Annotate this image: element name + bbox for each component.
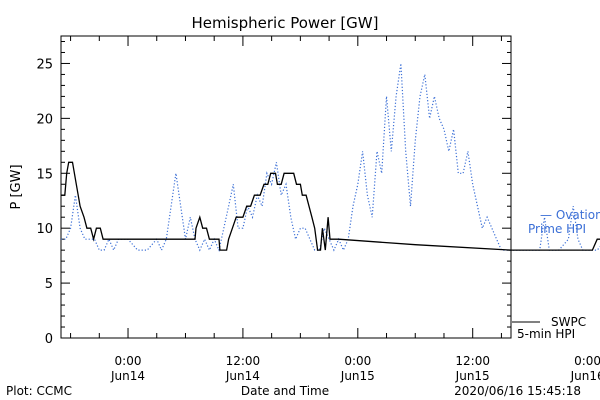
y-tick-labels: 0 5 10 15 20 25 <box>36 57 53 347</box>
series-ovation-prime-line <box>61 63 600 253</box>
x-tick-date-label: Jun14 <box>110 369 145 383</box>
y-axis-label: P [GW] <box>9 164 24 209</box>
x-tick-date-label: Jun14 <box>225 369 260 383</box>
x-tick-time-label: 0:00 <box>574 354 600 368</box>
plot-frame <box>60 35 512 339</box>
x-axis-label: Date and Time <box>241 384 329 398</box>
series-swpc-line <box>61 161 600 251</box>
y-tick-label: 15 <box>36 167 53 182</box>
legend-swpc-label-1: SWPC <box>551 315 586 329</box>
x-tick-labels: 0:00Jun1412:00Jun140:00Jun1512:00Jun150:… <box>110 354 600 383</box>
footer-timestamp: 2020/06/16 15:45:18 <box>454 384 581 398</box>
plot-area <box>60 35 600 339</box>
x-tick-time-label: 12:00 <box>226 354 261 368</box>
y-tick-label: 0 <box>45 332 53 347</box>
x-tick-date-label: Jun15 <box>340 369 375 383</box>
x-tick-time-label: 0:00 <box>115 354 142 368</box>
y-tick-label: 20 <box>36 112 53 127</box>
x-tick-time-label: 0:00 <box>344 354 371 368</box>
x-tick-date-label: Jun15 <box>455 369 490 383</box>
legend-ovation-label-1: — Ovation <box>540 208 600 222</box>
chart-title: Hemispheric Power [GW] <box>192 14 379 32</box>
x-tick-time-label: 12:00 <box>455 354 490 368</box>
footer-plot-credit: Plot: CCMC <box>6 384 72 398</box>
legend: — Ovation Prime HPI SWPC 5-min HPI <box>512 208 600 341</box>
series-layer <box>61 63 600 253</box>
legend-ovation-label-2: Prime HPI <box>528 222 586 236</box>
y-tick-label: 5 <box>45 277 53 292</box>
y-tick-label: 25 <box>36 57 53 72</box>
y-tick-label: 10 <box>36 222 53 237</box>
legend-swpc-label-2: 5-min HPI <box>517 327 575 341</box>
x-tick-date-label: Jun16 <box>570 369 600 383</box>
axis-ticks <box>61 36 511 339</box>
